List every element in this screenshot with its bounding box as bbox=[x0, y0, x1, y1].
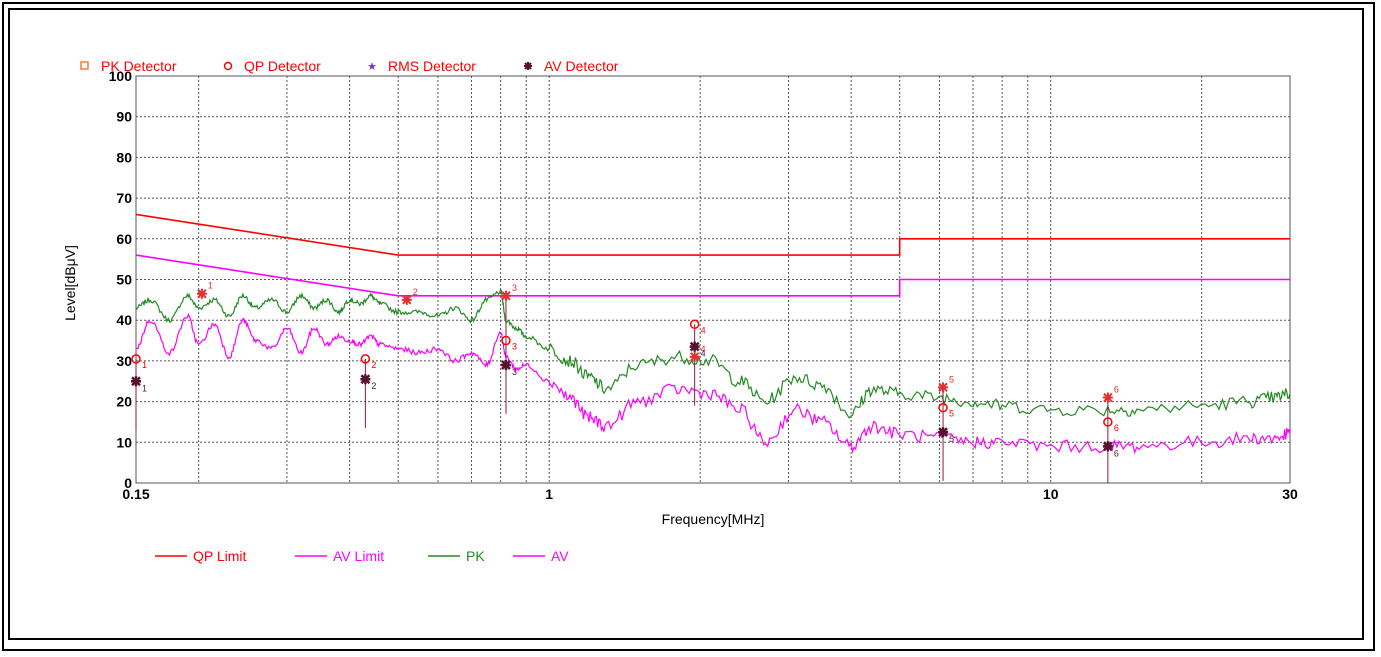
av-marker-label: 4 bbox=[701, 349, 706, 359]
detector-legend-item: QP Detector bbox=[223, 58, 321, 74]
detector-legend-item: AV Detector bbox=[524, 58, 619, 74]
av-marker bbox=[1102, 441, 1113, 452]
detector-legend-item: ★ RMS Detector bbox=[367, 58, 476, 74]
y-tick-label: 100 bbox=[109, 68, 133, 84]
pk-marker-label: 6 bbox=[1114, 385, 1119, 395]
detector-legend-item: PK Detector bbox=[80, 58, 177, 74]
x-tick-label: 0.15 bbox=[122, 486, 149, 502]
qp-marker bbox=[501, 335, 511, 346]
pk-marker bbox=[196, 288, 207, 299]
series-layer bbox=[135, 213, 1291, 455]
circle-icon bbox=[223, 61, 233, 71]
av-marker-label: 3 bbox=[512, 367, 517, 377]
y-tick-label: 30 bbox=[116, 353, 132, 369]
y-tick-label: 60 bbox=[116, 231, 132, 247]
series-line-pk bbox=[135, 287, 1291, 419]
pk-marker bbox=[500, 290, 511, 301]
av-marker bbox=[938, 427, 949, 438]
x-tick-label: 10 bbox=[1043, 486, 1059, 502]
y-tick-label: 90 bbox=[116, 109, 132, 125]
y-tick-label: 70 bbox=[116, 190, 132, 206]
asterisk-icon bbox=[524, 62, 532, 70]
series-legend-item: AV Limit bbox=[295, 548, 384, 564]
inner-frame bbox=[8, 8, 1364, 640]
qp-marker-label: 4 bbox=[701, 325, 706, 335]
x-tick-label: 1 bbox=[545, 486, 553, 502]
qp-marker bbox=[1103, 417, 1113, 427]
pk-marker bbox=[1102, 392, 1113, 403]
series-legend-item: QP Limit bbox=[155, 548, 247, 564]
grid bbox=[135, 75, 1291, 484]
qp-marker-label: 2 bbox=[371, 360, 376, 370]
series-legend: QP Limit AV Limit PK AV bbox=[155, 548, 569, 564]
pk-marker bbox=[938, 382, 949, 393]
qp-marker-label: 3 bbox=[512, 342, 517, 352]
y-tick-label: 10 bbox=[116, 434, 132, 450]
series-line-qp-limit bbox=[135, 213, 1290, 256]
square-icon bbox=[80, 61, 89, 70]
qp-marker bbox=[360, 354, 371, 364]
detector-legend-label: QP Detector bbox=[244, 58, 321, 74]
detector-legend-label: PK Detector bbox=[101, 58, 177, 74]
qp-marker bbox=[689, 319, 700, 330]
pk-marker-label: 1 bbox=[208, 281, 213, 291]
av-marker-label: 2 bbox=[371, 381, 376, 391]
pk-marker bbox=[401, 294, 412, 305]
series-legend-item: AV bbox=[513, 548, 569, 564]
pk-marker-label: 4 bbox=[701, 344, 706, 354]
pk-marker-label: 5 bbox=[949, 374, 954, 384]
detector-legend: PK Detector QP Detector ★ RMS Detector AV De… bbox=[80, 58, 619, 74]
series-line-av-limit bbox=[135, 254, 1290, 297]
pk-marker-label: 2 bbox=[413, 287, 418, 297]
pk-marker bbox=[689, 351, 700, 362]
qp-marker-label: 5 bbox=[949, 409, 954, 419]
av-marker-label: 5 bbox=[949, 434, 954, 444]
series-legend-label: PK bbox=[466, 548, 485, 564]
star-icon: ★ bbox=[367, 61, 377, 73]
y-tick-label: 80 bbox=[116, 149, 132, 165]
x-axis-label: Frequency[MHz] bbox=[662, 511, 765, 527]
y-tick-label: 20 bbox=[116, 394, 132, 410]
av-marker bbox=[500, 359, 511, 370]
y-tick-label: 50 bbox=[116, 272, 132, 288]
axis-layer: 0 10 20 30 40 50 60 70 80 90 100 0.15 1 10 30 bbox=[109, 68, 1298, 502]
av-marker-label: 6 bbox=[1114, 448, 1119, 458]
series-legend-label: AV bbox=[551, 548, 569, 564]
qp-marker bbox=[938, 402, 948, 413]
av-marker bbox=[689, 341, 700, 352]
y-axis-label: Level[dBμV] bbox=[62, 245, 78, 321]
series-legend-label: QP Limit bbox=[193, 548, 247, 564]
y-tick-label: 0 bbox=[124, 475, 132, 491]
detector-legend-label: RMS Detector bbox=[388, 58, 476, 74]
qp-marker bbox=[131, 354, 141, 364]
av-marker bbox=[131, 376, 141, 387]
pk-marker-label: 3 bbox=[512, 283, 517, 293]
qp-marker-label: 6 bbox=[1114, 423, 1119, 433]
detector-legend-label: AV Detector bbox=[544, 58, 619, 74]
qp-marker-label: 1 bbox=[142, 360, 147, 370]
av-marker bbox=[360, 374, 371, 385]
av-marker-label: 1 bbox=[142, 383, 147, 393]
x-tick-label: 30 bbox=[1282, 486, 1298, 502]
series-legend-item: PK bbox=[428, 548, 485, 564]
y-tick-label: 40 bbox=[116, 312, 132, 328]
series-legend-label: AV Limit bbox=[333, 548, 384, 564]
